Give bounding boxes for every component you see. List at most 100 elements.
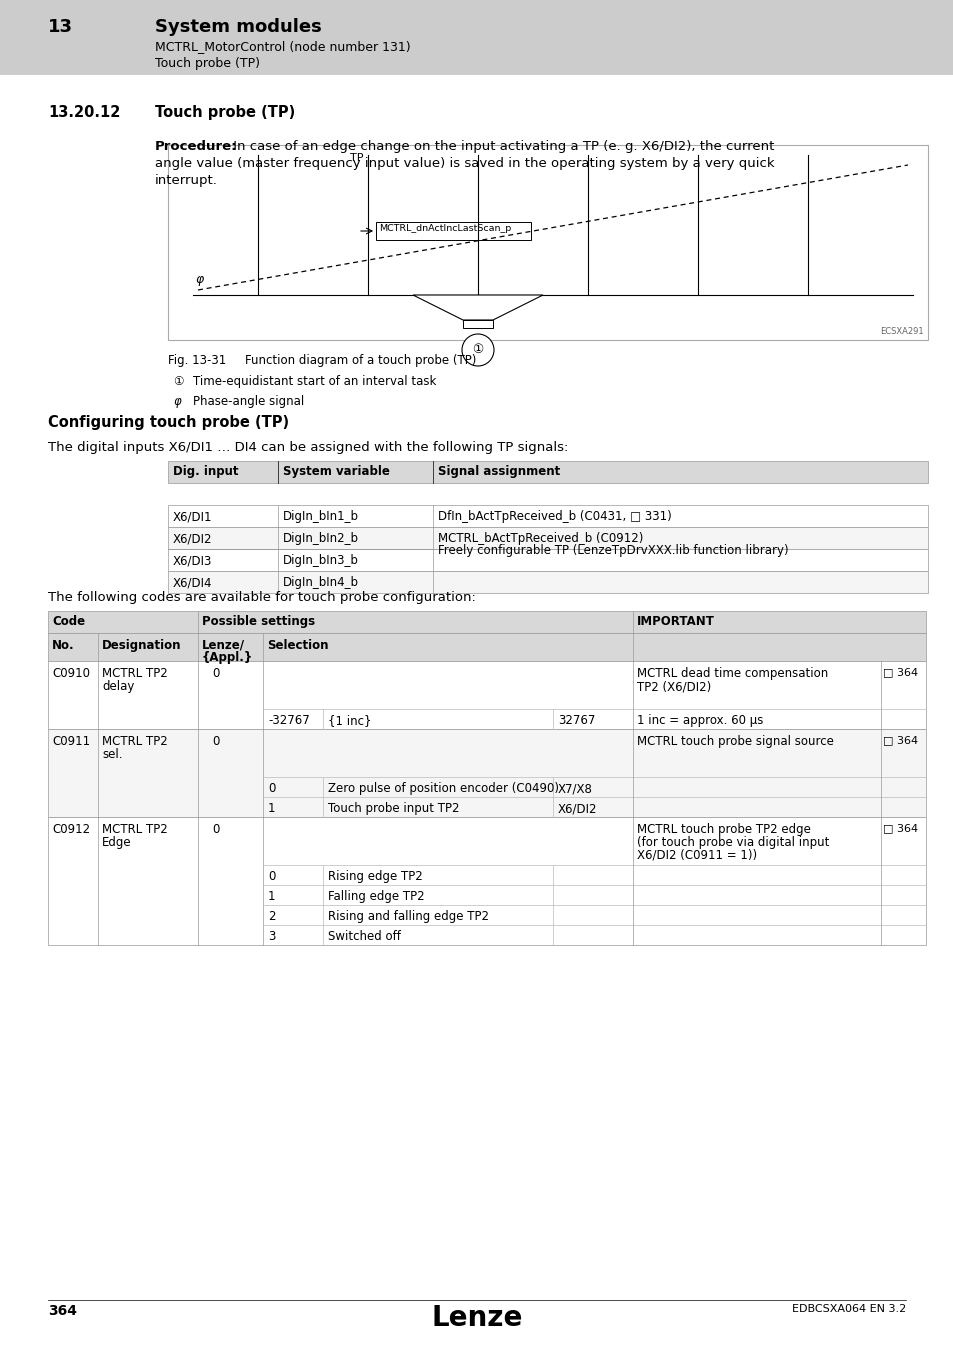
Bar <box>48 817 925 945</box>
Text: TP2 (X6/DI2): TP2 (X6/DI2) <box>637 680 711 693</box>
Text: Falling edge TP2: Falling edge TP2 <box>328 890 424 903</box>
Text: 364: 364 <box>48 1304 77 1318</box>
Text: 2: 2 <box>268 910 275 923</box>
Text: Touch probe (TP): Touch probe (TP) <box>154 105 294 120</box>
Text: Fig. 13-31     Function diagram of a touch probe (TP): Fig. 13-31 Function diagram of a touch p… <box>168 354 476 367</box>
Text: C0911: C0911 <box>52 734 90 748</box>
Text: X6/DI1: X6/DI1 <box>172 510 213 522</box>
Text: IMPORTANT: IMPORTANT <box>637 616 714 628</box>
Text: DigIn_bIn2_b: DigIn_bIn2_b <box>283 532 358 545</box>
Text: Designation: Designation <box>102 639 181 652</box>
Text: (for touch probe via digital input: (for touch probe via digital input <box>637 836 828 849</box>
Bar <box>48 729 925 817</box>
Text: sel.: sel. <box>102 748 122 761</box>
Text: X6/DI4: X6/DI4 <box>172 576 213 589</box>
Text: 13.20.12: 13.20.12 <box>48 105 120 120</box>
Text: Signal assignment: Signal assignment <box>437 464 559 478</box>
Text: EDBCSXA064 EN 3.2: EDBCSXA064 EN 3.2 <box>791 1304 905 1314</box>
Text: Code: Code <box>52 616 85 628</box>
Text: The digital inputs X6/DI1 … DI4 can be assigned with the following TP signals:: The digital inputs X6/DI1 … DI4 can be a… <box>48 441 568 454</box>
Text: System variable: System variable <box>283 464 390 478</box>
Bar <box>168 460 927 483</box>
Bar <box>168 571 927 593</box>
Bar <box>168 549 927 571</box>
Text: TP: TP <box>350 153 363 163</box>
Text: ①: ① <box>172 375 183 387</box>
Text: The following codes are available for touch probe configuration:: The following codes are available for to… <box>48 591 476 603</box>
Text: In case of an edge change on the input activating a TP (e. g. X6/DI2), the curre: In case of an edge change on the input a… <box>229 140 774 153</box>
Text: Lenze: Lenze <box>431 1304 522 1332</box>
Text: 3: 3 <box>268 930 275 944</box>
Text: X6/DI2: X6/DI2 <box>558 802 597 815</box>
Text: X7/X8: X7/X8 <box>558 782 592 795</box>
Text: delay: delay <box>102 680 134 693</box>
Text: Rising edge TP2: Rising edge TP2 <box>328 869 422 883</box>
Text: Selection: Selection <box>267 639 328 652</box>
Text: □ 364: □ 364 <box>882 734 917 745</box>
Text: Rising and falling edge TP2: Rising and falling edge TP2 <box>328 910 489 923</box>
Text: 0: 0 <box>268 782 275 795</box>
Text: 0: 0 <box>213 734 219 748</box>
Text: System modules: System modules <box>154 18 321 36</box>
Text: φ: φ <box>172 396 180 408</box>
Text: φ: φ <box>194 273 203 286</box>
Text: MCTRL_dnActIncLastScan_p: MCTRL_dnActIncLastScan_p <box>378 224 511 234</box>
Bar <box>48 633 925 662</box>
Text: 1: 1 <box>268 890 275 903</box>
Text: DigIn_bIn3_b: DigIn_bIn3_b <box>283 554 358 567</box>
Text: 1: 1 <box>268 802 275 815</box>
Text: 0: 0 <box>268 869 275 883</box>
Bar <box>168 505 927 526</box>
Text: C0912: C0912 <box>52 824 90 836</box>
Text: ①: ① <box>472 343 483 356</box>
Text: X6/DI3: X6/DI3 <box>172 554 213 567</box>
Text: MCTRL dead time compensation: MCTRL dead time compensation <box>637 667 827 680</box>
Bar <box>48 612 925 633</box>
Text: 0: 0 <box>213 824 219 836</box>
Text: angle value (master frequency input value) is saved in the operating system by a: angle value (master frequency input valu… <box>154 157 774 170</box>
Text: MCTRL TP2: MCTRL TP2 <box>102 824 168 836</box>
Text: Touch probe input TP2: Touch probe input TP2 <box>328 802 459 815</box>
Text: □ 364: □ 364 <box>882 667 917 676</box>
Text: Time-equidistant start of an interval task: Time-equidistant start of an interval ta… <box>193 375 436 387</box>
Text: ECSXA291: ECSXA291 <box>880 327 923 336</box>
Text: MCTRL TP2: MCTRL TP2 <box>102 734 168 748</box>
Text: Phase-angle signal: Phase-angle signal <box>193 396 304 408</box>
Text: Dig. input: Dig. input <box>172 464 238 478</box>
Bar <box>0 0 953 76</box>
Text: {Appl.}: {Appl.} <box>202 651 253 664</box>
Text: C0910: C0910 <box>52 667 90 680</box>
Text: -32767: -32767 <box>268 714 310 728</box>
Text: DigIn_bIn4_b: DigIn_bIn4_b <box>283 576 358 589</box>
Text: X6/DI2: X6/DI2 <box>172 532 213 545</box>
Text: MCTRL touch probe TP2 edge: MCTRL touch probe TP2 edge <box>637 824 810 836</box>
Circle shape <box>461 333 494 366</box>
Text: Lenze/: Lenze/ <box>202 639 245 651</box>
Bar <box>462 320 493 328</box>
Text: Procedure:: Procedure: <box>154 140 237 153</box>
Text: Possible settings: Possible settings <box>202 616 314 628</box>
Text: interrupt.: interrupt. <box>154 174 217 188</box>
Text: DfIn_bActTpReceived_b (C0431, □ 331): DfIn_bActTpReceived_b (C0431, □ 331) <box>437 510 671 522</box>
Bar <box>168 526 927 549</box>
Text: Switched off: Switched off <box>328 930 400 944</box>
Text: 13: 13 <box>48 18 73 36</box>
Text: X6/DI2 (C0911 = 1)): X6/DI2 (C0911 = 1)) <box>637 849 757 863</box>
Bar <box>168 144 927 340</box>
Text: {1 inc}: {1 inc} <box>328 714 371 728</box>
Text: 1 inc = approx. 60 μs: 1 inc = approx. 60 μs <box>637 714 762 728</box>
Text: MCTRL touch probe signal source: MCTRL touch probe signal source <box>637 734 833 748</box>
Text: □ 364: □ 364 <box>882 824 917 833</box>
Text: 0: 0 <box>213 667 219 680</box>
Text: Zero pulse of position encoder (C0490): Zero pulse of position encoder (C0490) <box>328 782 558 795</box>
Text: Touch probe (TP): Touch probe (TP) <box>154 57 260 70</box>
Text: DigIn_bIn1_b: DigIn_bIn1_b <box>283 510 358 522</box>
Bar <box>375 221 531 240</box>
Text: MCTRL TP2: MCTRL TP2 <box>102 667 168 680</box>
Text: Freely configurable TP (LenzeTpDrvXXX.lib function library): Freely configurable TP (LenzeTpDrvXXX.li… <box>437 544 788 558</box>
Polygon shape <box>413 296 542 320</box>
Text: Edge: Edge <box>102 836 132 849</box>
Text: Configuring touch probe (TP): Configuring touch probe (TP) <box>48 414 289 431</box>
Text: No.: No. <box>52 639 74 652</box>
Bar <box>48 662 925 729</box>
